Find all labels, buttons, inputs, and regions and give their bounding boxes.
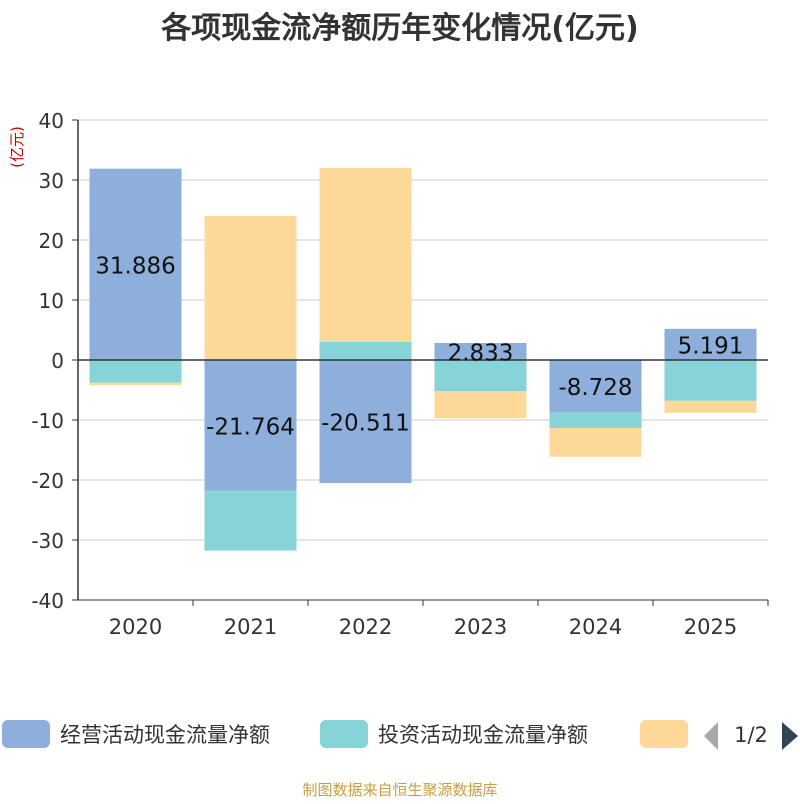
bars <box>89 168 757 551</box>
y-tick-label: -30 <box>31 529 64 553</box>
x-tick-label: 2025 <box>684 615 737 639</box>
legend-swatch-1 <box>2 720 50 748</box>
y-tick-label: 30 <box>39 169 64 193</box>
y-tick-label: -20 <box>31 469 64 493</box>
data-label: 5.191 <box>678 333 744 359</box>
data-label: -21.764 <box>206 414 295 440</box>
bar-3-2025 <box>664 400 757 413</box>
bar-3-2020 <box>89 382 182 386</box>
chart-title: 各项现金流净额历年变化情况(亿元) <box>160 11 638 46</box>
bar-2-2022 <box>319 342 412 360</box>
data-label: 2.833 <box>448 341 514 367</box>
legend-swatch-3 <box>640 720 688 748</box>
y-tick-label: 40 <box>39 109 64 133</box>
y-tick-label: 0 <box>51 349 64 373</box>
bar-1-2022 <box>319 360 412 484</box>
bar-3-2021 <box>204 216 297 360</box>
y-tick-label: -40 <box>31 589 64 613</box>
x-tick-label: 2024 <box>569 615 622 639</box>
x-tick-label: 2023 <box>454 615 507 639</box>
y-tick-label: 20 <box>39 229 64 253</box>
source-note: 制图数据来自恒生聚源数据库 <box>302 781 497 799</box>
bar-2-2021 <box>204 490 297 551</box>
legend-swatch-2 <box>320 720 368 748</box>
data-labels: 31.886 -21.764 -20.511 2.833 -8.728 5.191 <box>95 253 743 440</box>
legend-prev-page-icon[interactable] <box>704 722 718 750</box>
bar-2-2025 <box>664 360 757 401</box>
legend-page-indicator: 1/2 <box>734 723 768 747</box>
bar-1-2024 <box>549 360 642 413</box>
legend-label-1: 经营活动现金流量净额 <box>60 723 270 747</box>
legend-next-page-icon[interactable] <box>782 722 798 750</box>
y-tick-label: -10 <box>31 409 64 433</box>
y-axis-unit-label: (亿元) <box>8 126 26 168</box>
bar-3-2023 <box>434 391 527 419</box>
bar-1-2023 <box>434 343 527 360</box>
bar-1-2021 <box>204 360 297 491</box>
data-label: -8.728 <box>558 375 632 401</box>
legend-label-2: 投资活动现金流量净额 <box>378 723 588 747</box>
bar-2-2024 <box>549 412 642 428</box>
data-label: 31.886 <box>95 253 175 279</box>
x-tick-label: 2021 <box>224 615 277 639</box>
bar-3-2024 <box>549 427 642 457</box>
x-tick-label: 2020 <box>109 615 162 639</box>
axes: 40 30 20 10 0 -10 -20 -30 -40 2020 2021 2022 2023 202… <box>31 109 769 639</box>
bar-2-2023 <box>434 360 527 392</box>
data-label: -20.511 <box>321 411 410 437</box>
bar-3-2022 <box>319 168 412 342</box>
bar-1-2025 <box>664 328 757 360</box>
bar-2-2020 <box>89 360 182 383</box>
x-tick-label: 2022 <box>339 615 392 639</box>
y-tick-label: 10 <box>39 289 64 313</box>
legend: 经营活动现金流量净额 投资活动现金流量净额 1/2 <box>2 720 798 750</box>
bar-1-2020 <box>89 168 182 360</box>
